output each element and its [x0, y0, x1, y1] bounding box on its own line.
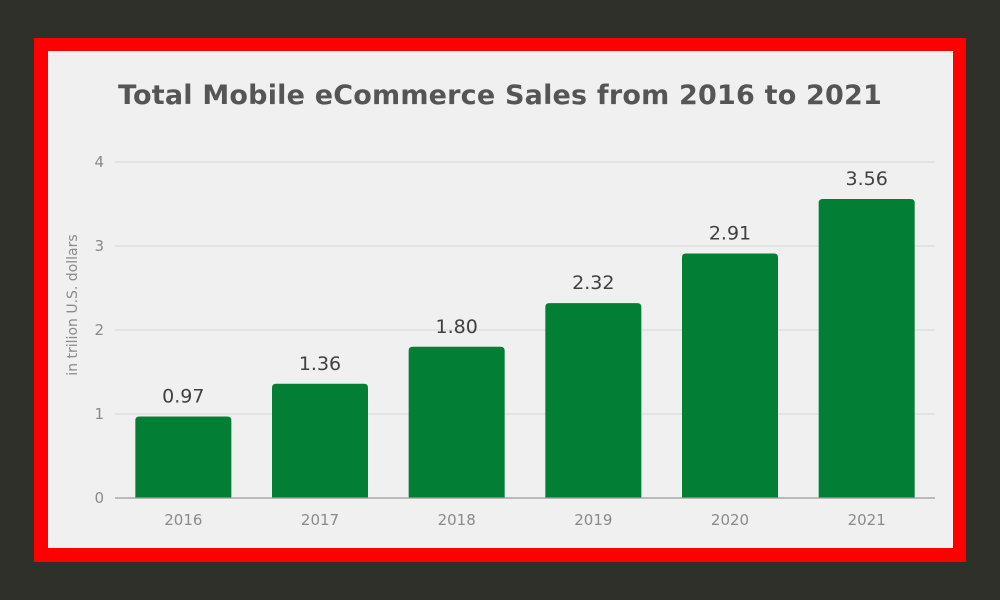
- y-axis-label: in trilion U.S. dollars: [65, 234, 81, 375]
- x-tick-label-2019: 2019: [574, 511, 612, 529]
- y-tick-label-0: 0: [94, 489, 104, 507]
- data-label-2020: 2.91: [709, 223, 751, 245]
- x-tick-label-2017: 2017: [301, 511, 339, 529]
- y-tick-label-3: 3: [94, 237, 104, 255]
- bar-2018: [408, 346, 505, 498]
- bar-2019: [545, 303, 642, 498]
- bar-2017: [272, 383, 368, 498]
- x-tick-label-2016: 2016: [164, 511, 202, 529]
- bar-2016: [135, 416, 232, 498]
- y-tick-label-1: 1: [94, 405, 104, 423]
- data-label-2018: 1.80: [436, 316, 478, 338]
- x-tick-label-2018: 2018: [438, 511, 476, 529]
- data-label-2021: 3.56: [846, 168, 888, 190]
- bar-2020: [682, 253, 778, 498]
- y-tick-label-2: 2: [94, 321, 104, 339]
- data-label-2016: 0.97: [162, 386, 204, 408]
- y-tick-label-4: 4: [94, 153, 104, 171]
- chart-title: Total Mobile eCommerce Sales from 2016 t…: [117, 80, 882, 111]
- x-tick-label-2021: 2021: [848, 511, 886, 529]
- data-label-2019: 2.32: [572, 272, 614, 294]
- bar-2021: [818, 198, 915, 498]
- data-label-2017: 1.36: [299, 353, 341, 375]
- x-tick-label-2020: 2020: [711, 511, 749, 529]
